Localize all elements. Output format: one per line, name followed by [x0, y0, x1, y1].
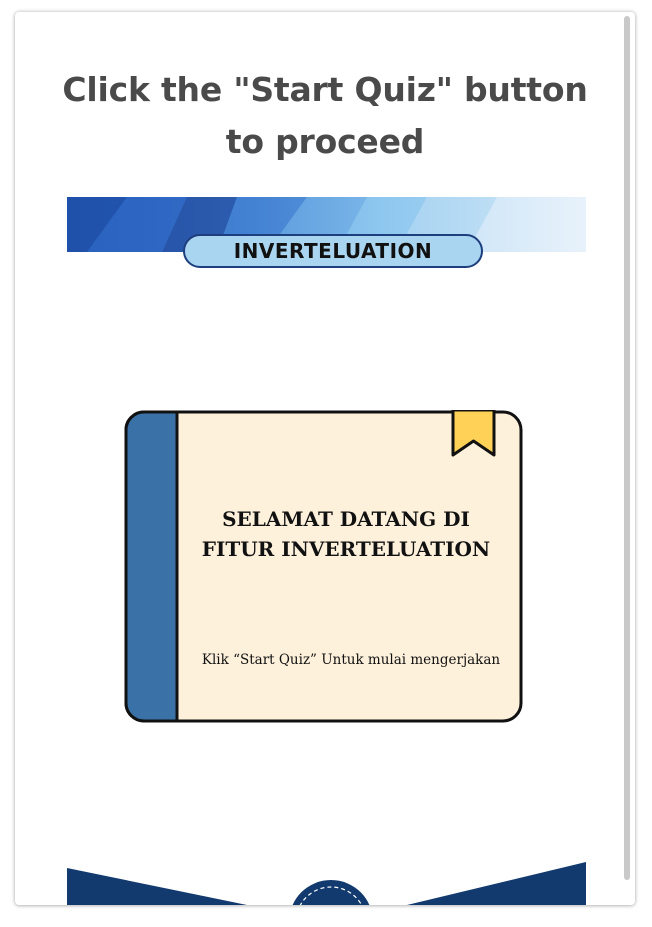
welcome-subtitle: Klik “Start Quiz” Untuk mulai mengerjaka…: [201, 652, 501, 668]
welcome-card: SELAMAT DATANG DI FITUR INVERTELUATION K…: [124, 408, 523, 723]
scrollbar[interactable]: [624, 16, 630, 880]
bookmark-icon: [451, 408, 496, 457]
book-graphic: [124, 408, 523, 723]
quiz-panel: Click the "Start Quiz" button to proceed: [15, 12, 635, 905]
banner-graphic: [67, 197, 586, 268]
instruction-heading: Click the "Start Quiz" button to proceed: [62, 70, 588, 161]
bottom-graphic: [67, 862, 586, 905]
welcome-title: SELAMAT DATANG DI FITUR INVERTELUATION: [201, 507, 491, 561]
banner-title: INVERTELUATION: [233, 239, 433, 263]
header-banner: INVERTELUATION: [67, 197, 586, 277]
bottom-decoration: [67, 862, 586, 905]
